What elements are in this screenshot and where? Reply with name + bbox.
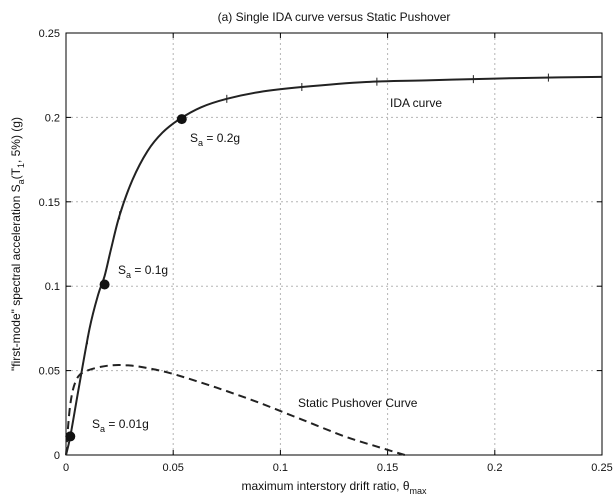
x-tick-label: 0.1 bbox=[273, 462, 288, 474]
grid-lines bbox=[66, 33, 602, 455]
x-tick-label: 0.2 bbox=[487, 462, 502, 474]
highlight-point bbox=[99, 279, 110, 290]
highlight-points bbox=[65, 114, 187, 442]
y-tick-label: 0.25 bbox=[39, 28, 60, 40]
plot-frame bbox=[65, 32, 603, 456]
x-tick-label: 0.15 bbox=[377, 462, 398, 474]
y-tick-label: 0.2 bbox=[45, 112, 60, 124]
x-tick-label: 0.25 bbox=[591, 462, 612, 474]
y-tick-label: 0.15 bbox=[39, 197, 60, 209]
highlight-point bbox=[65, 431, 76, 442]
sa-0.1g-label: Sa = 0.1g bbox=[118, 263, 168, 280]
sa-0.01g-label: Sa = 0.01g bbox=[92, 417, 149, 434]
axis-ticks bbox=[65, 32, 603, 456]
y-tick-labels: 0 0.05 0.1 0.15 0.2 0.25 bbox=[39, 28, 60, 462]
y-tick-label: 0 bbox=[54, 450, 60, 462]
static-pushover-line bbox=[65, 364, 406, 456]
chart-title: (a) Single IDA curve versus Static Pusho… bbox=[218, 10, 451, 24]
x-tick-label: 0 bbox=[63, 462, 69, 474]
y-tick-label: 0.1 bbox=[45, 281, 60, 293]
y-axis-label: "first-mode" spectral acceleration Sa(T1… bbox=[9, 117, 26, 371]
ida-curve-line bbox=[65, 75, 603, 456]
x-tick-label: 0.05 bbox=[162, 462, 183, 474]
series-group bbox=[65, 75, 603, 456]
x-axis-label: maximum interstory drift ratio, θmax bbox=[241, 479, 427, 496]
static-pushover-label: Static Pushover Curve bbox=[298, 396, 418, 410]
x-tick-labels: 0 0.05 0.1 0.15 0.2 0.25 bbox=[63, 462, 613, 474]
curve-tick-marks bbox=[86, 73, 549, 345]
highlight-point bbox=[176, 114, 187, 125]
y-tick-label: 0.05 bbox=[39, 366, 60, 378]
ida-curve-label: IDA curve bbox=[390, 96, 442, 110]
sa-0.2g-label: Sa = 0.2g bbox=[190, 131, 240, 148]
